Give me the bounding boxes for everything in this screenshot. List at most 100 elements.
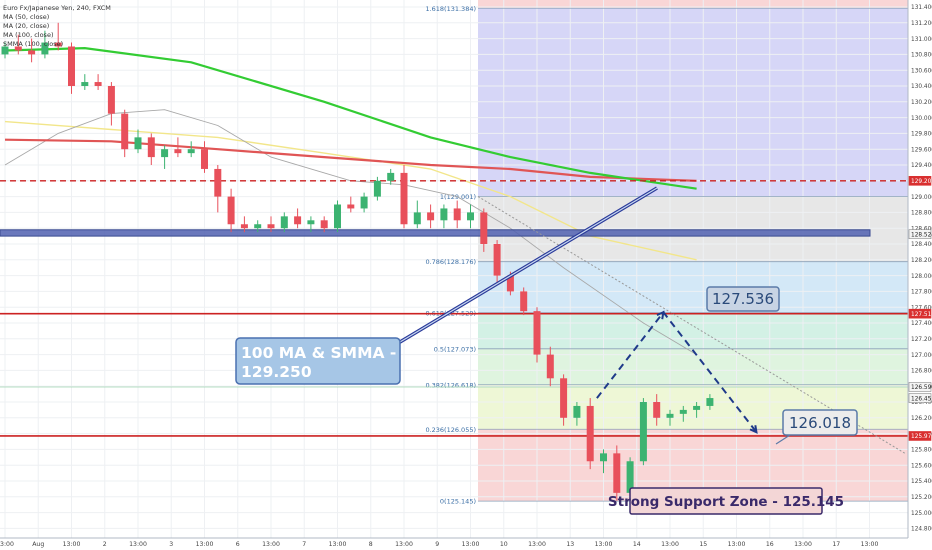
indicator-ma50: MA (50, close) <box>3 13 50 21</box>
price-tick-label: 129.600 <box>911 147 932 153</box>
time-tick-label: 13:00 <box>329 541 347 548</box>
fib-level-label: 1.618(131.384) <box>425 5 476 13</box>
candle-body <box>533 311 541 355</box>
time-tick-label: 13:00 <box>63 541 81 548</box>
time-tick-label: 13:00 <box>728 541 746 548</box>
candle-body <box>546 354 554 379</box>
fib-level-label: 0.786(128.176) <box>425 258 476 266</box>
candle-body <box>334 204 341 229</box>
price-tick-label: 128.600 <box>911 226 932 232</box>
projection-arrowhead-up <box>656 310 665 320</box>
candle-body <box>54 42 62 47</box>
price-tag-label: 125.970 <box>911 434 932 440</box>
candle-body <box>94 82 102 86</box>
time-tick-label: 13:00 <box>395 541 413 548</box>
candle-body <box>201 149 208 169</box>
candle-body <box>400 172 408 225</box>
candle-body <box>387 172 395 181</box>
price-tick-label: 128.800 <box>911 211 932 217</box>
fib-zone <box>478 312 908 349</box>
price-tick-label: 131.400 <box>911 5 932 11</box>
indicator-ma100: MA (100, close) <box>3 31 54 39</box>
price-tick-label: 130.000 <box>911 116 932 122</box>
target-126018-box <box>782 409 858 436</box>
candle-body <box>187 149 195 154</box>
ma-annotation-text: 100 MA & SMMA - <box>241 344 396 362</box>
candle-body <box>600 453 607 462</box>
candle-body <box>254 224 262 229</box>
candle-body <box>639 402 647 462</box>
time-tick-label: 9 <box>435 541 439 548</box>
price-tag <box>908 382 932 392</box>
ma-annotation-text: 129.250 <box>241 363 312 381</box>
price-axis-bg <box>908 0 932 550</box>
fib-zone <box>478 8 908 197</box>
time-tick-label: 13:00 <box>462 541 480 548</box>
candle-body <box>68 46 75 86</box>
time-tick-label: 13:00 <box>661 541 679 548</box>
target-126018-label: 126.018 <box>789 414 851 432</box>
indicator-ma20: MA (20, close) <box>3 22 50 30</box>
candle-body <box>147 137 155 158</box>
time-tick-label: 13:00 <box>129 541 147 548</box>
candle-body <box>214 168 222 197</box>
candle-body <box>41 42 49 55</box>
price-tag-label: 127.518 <box>911 312 932 318</box>
time-tick-label: 14 <box>633 541 641 548</box>
price-tag-label: 129.200 <box>911 179 932 185</box>
target-127536-label: 127.536 <box>712 290 774 308</box>
candle-body <box>679 409 687 414</box>
candle-body <box>240 224 248 229</box>
trend-lines <box>394 186 906 454</box>
fib-level-label: 0(125.145) <box>440 498 476 506</box>
candle-body <box>28 50 36 55</box>
price-tick-label: 125.000 <box>911 511 932 517</box>
price-tick-label: 131.000 <box>911 37 932 43</box>
ma-pointer-line-inner <box>394 187 658 346</box>
candle-body <box>520 291 528 312</box>
annotations: 100 MA & SMMA -129.250 127.536 126.018 Stro… <box>235 286 858 515</box>
price-tick-label: 130.600 <box>911 68 932 74</box>
candle-body <box>134 137 142 150</box>
price-tag <box>908 308 932 319</box>
time-tick-label: 16 <box>766 541 774 548</box>
time-tick-label: 13 <box>566 541 574 548</box>
candle-body <box>480 212 488 244</box>
time-tick-label: 3 <box>169 541 173 548</box>
price-tick-label: 128.200 <box>911 258 932 264</box>
candle-body <box>413 212 421 225</box>
candle-body <box>227 196 235 225</box>
candle-body <box>653 402 661 418</box>
time-tick-label: 6 <box>236 541 240 548</box>
symbol-line: Euro Fx/Japanese Yen, 240, FXCM <box>3 4 111 12</box>
candle-body <box>121 113 129 150</box>
price-tick-label: 125.600 <box>911 463 932 469</box>
target-126018-pointer <box>775 434 791 445</box>
candle-body <box>506 275 514 292</box>
price-tick-label: 129.800 <box>911 132 932 138</box>
candle-body <box>267 224 275 229</box>
price-tick-label: 130.800 <box>911 53 932 59</box>
time-axis: 13:00 Aug 13:00 2 13:00 3 13:00 6 13:00 7 13:00 8 13… <box>0 537 932 550</box>
price-tick-label: 125.200 <box>911 495 932 501</box>
projection-arrowhead-down <box>749 425 758 434</box>
candle-body <box>613 453 621 493</box>
candlesticks <box>1 22 714 501</box>
time-tick-label: 7 <box>302 541 306 548</box>
price-tick-label: 124.800 <box>911 527 932 533</box>
candle-body <box>693 405 701 410</box>
smma100-line <box>4 46 697 190</box>
time-tick-label: 2 <box>103 541 107 548</box>
candle-body <box>626 461 634 493</box>
candle-body <box>427 212 435 221</box>
time-tick-label: 10 <box>500 541 508 548</box>
fib-level-label: 0.236(126.055) <box>425 426 476 434</box>
candle-body <box>174 149 182 154</box>
candle-body <box>320 220 328 229</box>
time-tick-label: 13:00 <box>861 541 879 548</box>
time-tick-label: 13:00 <box>528 541 546 548</box>
candle-body <box>307 220 315 225</box>
fib-level-label: 0.5(127.073) <box>434 345 476 353</box>
price-tag-label: 126.590 <box>911 385 932 391</box>
